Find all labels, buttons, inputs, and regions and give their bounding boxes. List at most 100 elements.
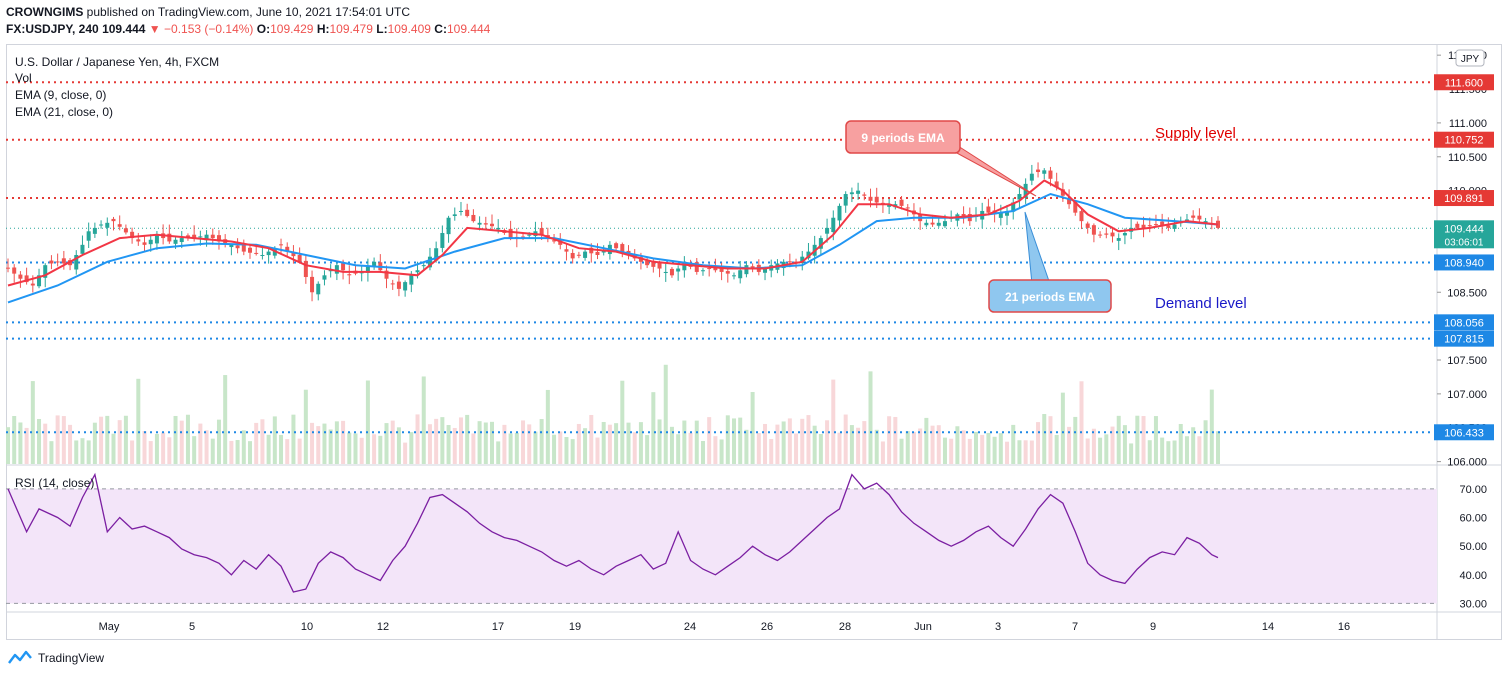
candle-body <box>583 251 588 258</box>
volume-bar <box>248 441 252 464</box>
candle-body <box>843 194 848 206</box>
volume-bar <box>1073 416 1078 464</box>
price-chart-svg[interactable]: 112.000111.500111.000110.500110.000109.5… <box>0 0 1508 640</box>
publisher-name[interactable]: CROWNGIMS <box>6 5 84 19</box>
volume-bar <box>130 440 135 464</box>
level-price-tag <box>1434 131 1494 148</box>
ema21-callout-box <box>988 279 1112 313</box>
volume-bar <box>136 378 141 464</box>
price-tick-label: 110.500 <box>1448 152 1487 164</box>
volume-bar <box>285 439 290 464</box>
volume-bar <box>291 414 296 464</box>
candle-body <box>1104 233 1109 235</box>
volume-bar <box>589 414 594 464</box>
candle-body <box>18 274 23 279</box>
candle-body <box>297 255 302 262</box>
candle-body <box>905 207 910 209</box>
candle-body <box>1036 169 1041 173</box>
volume-bar <box>1042 414 1047 464</box>
volume-bar <box>223 375 228 464</box>
candle-body <box>477 222 482 225</box>
candle-body <box>1153 224 1158 226</box>
candle-body <box>6 267 10 269</box>
volume-bar <box>310 422 315 464</box>
volume-bar <box>1048 416 1053 464</box>
volume-bar <box>465 414 470 464</box>
candle-body <box>316 283 321 295</box>
volume-bar <box>837 432 842 464</box>
candle-body <box>831 217 836 233</box>
candle-body <box>651 260 656 267</box>
candle-body <box>1029 173 1034 181</box>
volume-bar <box>1141 416 1146 464</box>
candle-body <box>173 239 178 244</box>
candle-body <box>1011 202 1016 212</box>
candle-body <box>49 260 54 264</box>
volume-bar <box>1178 423 1183 464</box>
volume-bar <box>272 416 277 464</box>
tradingview-footer[interactable]: TradingView <box>8 650 104 666</box>
candle-body <box>732 275 736 277</box>
volume-bar <box>1216 431 1220 464</box>
volume-bar <box>458 417 463 464</box>
volume-bar <box>614 423 619 464</box>
volume-bar <box>1135 415 1140 464</box>
volume-bar <box>1029 440 1034 464</box>
volume-bar <box>204 430 209 464</box>
volume-bar <box>626 422 631 464</box>
candle-body <box>154 234 159 244</box>
level-price-tag <box>1434 330 1494 347</box>
time-tick-label: Jun <box>914 621 932 633</box>
volume-bar <box>1122 425 1127 464</box>
volume-bar <box>738 417 743 464</box>
volume-bar <box>949 438 954 464</box>
candle-body <box>552 240 557 242</box>
volume-bar <box>1017 440 1022 464</box>
time-tick-label: 26 <box>761 621 773 633</box>
volume-bar <box>359 437 364 464</box>
time-tick-label: 9 <box>1150 621 1156 633</box>
candle-body <box>92 227 97 234</box>
price-tick-label: 107.500 <box>1447 355 1487 367</box>
volume-bar <box>105 415 110 464</box>
candle-body <box>1005 210 1010 216</box>
level-price-label: 108.056 <box>1444 317 1484 329</box>
supply-level-label: Supply level <box>1155 125 1236 142</box>
chart-panel[interactable] <box>6 44 1502 640</box>
volume-bar <box>552 434 557 464</box>
volume-bar <box>862 421 867 464</box>
volume-bar <box>279 434 284 464</box>
candle-body <box>99 224 104 226</box>
volume-bar <box>607 424 612 464</box>
volume-bar <box>235 440 240 464</box>
volume-bar <box>1203 420 1208 464</box>
candle-body <box>595 251 600 255</box>
currency-badge-label: JPY <box>1461 54 1480 65</box>
candle-body <box>930 222 935 225</box>
candle-body <box>248 247 252 253</box>
volume-bar <box>533 431 538 464</box>
candle-body <box>564 249 569 252</box>
candle-body <box>291 251 296 257</box>
volume-bar <box>936 425 941 464</box>
volume-bar <box>849 425 854 464</box>
time-tick-label: 10 <box>301 621 313 633</box>
candle-body <box>1172 224 1177 229</box>
candle-body <box>1160 221 1165 227</box>
volume-bar <box>334 421 339 464</box>
last-price-tag <box>1434 220 1494 249</box>
candle-body <box>279 244 284 246</box>
volume-bar <box>669 426 674 464</box>
volume-bar <box>763 423 768 464</box>
candle-body <box>763 268 768 273</box>
volume-bar <box>682 420 687 464</box>
volume-bar <box>769 439 774 464</box>
level-price-label: 106.433 <box>1444 427 1484 439</box>
candle-body <box>434 248 439 261</box>
volume-bar <box>341 420 346 464</box>
level-price-label: 109.891 <box>1444 193 1484 205</box>
legend-ema21: EMA (21, close, 0) <box>15 105 114 119</box>
volume-bar <box>471 433 476 464</box>
volume-bar <box>911 431 916 464</box>
volume-bar <box>818 434 823 464</box>
